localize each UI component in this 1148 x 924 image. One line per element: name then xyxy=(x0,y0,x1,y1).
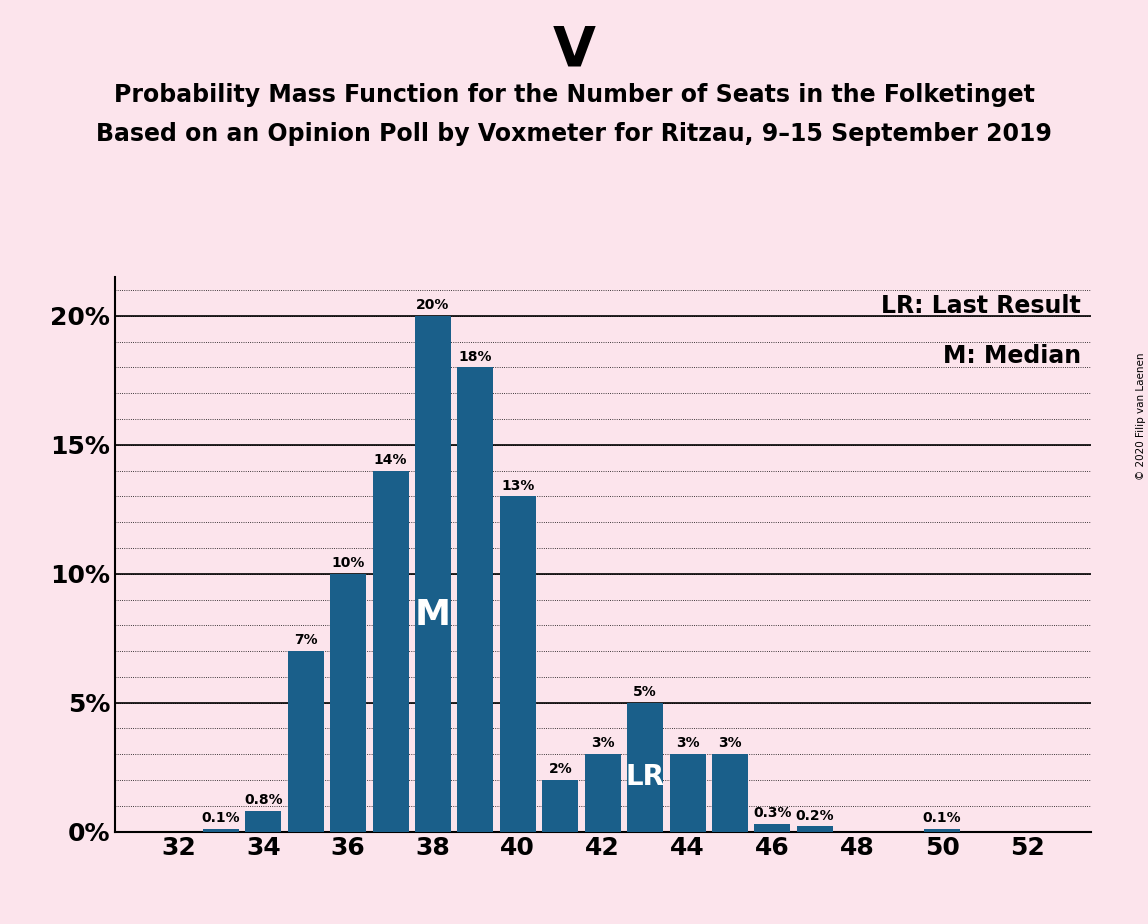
Text: 3%: 3% xyxy=(676,736,699,750)
Bar xyxy=(499,496,536,832)
Text: Probability Mass Function for the Number of Seats in the Folketinget: Probability Mass Function for the Number… xyxy=(114,83,1034,107)
Text: LR: LR xyxy=(626,763,665,792)
Text: 14%: 14% xyxy=(374,453,408,467)
Text: 0.1%: 0.1% xyxy=(923,811,961,825)
Text: 0.1%: 0.1% xyxy=(202,811,240,825)
Bar xyxy=(203,829,239,832)
Bar xyxy=(457,368,494,832)
Bar xyxy=(288,651,324,832)
Bar xyxy=(331,574,366,832)
Text: 0.2%: 0.2% xyxy=(796,808,835,822)
Bar xyxy=(754,824,791,832)
Text: 2%: 2% xyxy=(549,762,572,776)
Text: 10%: 10% xyxy=(332,556,365,570)
Text: Based on an Opinion Poll by Voxmeter for Ritzau, 9–15 September 2019: Based on an Opinion Poll by Voxmeter for… xyxy=(96,122,1052,146)
Text: 3%: 3% xyxy=(719,736,742,750)
Bar xyxy=(797,826,832,832)
Text: V: V xyxy=(552,23,596,77)
Text: 7%: 7% xyxy=(294,633,318,647)
Bar xyxy=(373,470,409,832)
Text: 20%: 20% xyxy=(417,298,450,312)
Bar xyxy=(542,780,579,832)
Text: M: Median: M: Median xyxy=(943,344,1080,368)
Bar xyxy=(627,702,664,832)
Text: © 2020 Filip van Laenen: © 2020 Filip van Laenen xyxy=(1135,352,1146,480)
Bar xyxy=(584,754,621,832)
Text: M: M xyxy=(414,598,451,632)
Text: 0.8%: 0.8% xyxy=(245,793,282,807)
Text: 3%: 3% xyxy=(591,736,614,750)
Text: 13%: 13% xyxy=(502,479,535,492)
Bar xyxy=(669,754,706,832)
Text: LR: Last Result: LR: Last Result xyxy=(882,294,1080,318)
Bar xyxy=(414,316,451,832)
Bar xyxy=(712,754,748,832)
Text: 5%: 5% xyxy=(634,685,657,699)
Bar xyxy=(924,829,960,832)
Text: 18%: 18% xyxy=(459,349,492,363)
Bar xyxy=(246,811,281,832)
Text: 0.3%: 0.3% xyxy=(753,806,792,820)
